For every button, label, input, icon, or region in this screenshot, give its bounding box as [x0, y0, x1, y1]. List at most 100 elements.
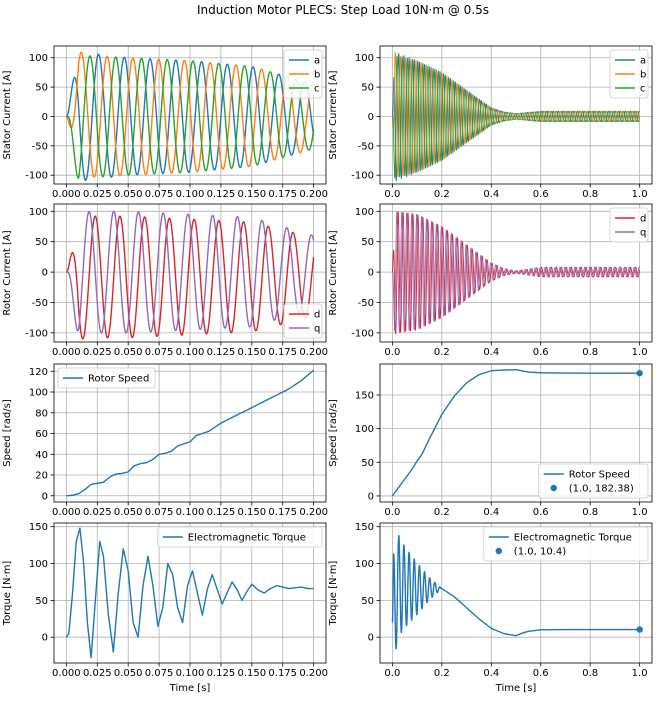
series-line-a: [391, 52, 641, 181]
y-tick-label: 80: [35, 408, 48, 419]
series-line-q: [392, 211, 641, 333]
axes-frame: [53, 522, 327, 664]
y-axis-label: Torque [N·m]: [2, 561, 13, 627]
series-group: [391, 211, 641, 335]
series-line-d: [65, 215, 315, 340]
x-tick-label: 0.100: [176, 189, 205, 200]
x-tick-label: 0.050: [114, 189, 143, 200]
y-axis-label: Stator Current [A]: [328, 70, 339, 159]
y-tick-label: -100: [25, 171, 48, 182]
x-tick-label: 0.6: [533, 347, 549, 358]
y-tick-label: -50: [32, 141, 48, 152]
y-tick-label: 100: [355, 207, 374, 218]
series-line-c: [392, 55, 641, 179]
legend-marker: [550, 484, 557, 492]
legend: Rotor Speed (1.0, 182.38): [538, 463, 649, 499]
subplot-p6: 0.000 0.025 0.050 0.075 0.100 0.125 0.150 0.175…: [2, 522, 328, 694]
x-tick-label: 0.050: [114, 668, 143, 679]
series-line-electromagnetic-torque: [65, 527, 314, 659]
y-tick-label: 20: [35, 471, 48, 482]
series-group: [65, 527, 314, 659]
legend-label: q: [314, 324, 320, 335]
y-tick-label: 150: [29, 522, 48, 533]
x-tick-label: 0.200: [299, 347, 328, 358]
legend: dq: [283, 303, 323, 339]
legend-box: [609, 207, 649, 243]
series-line-c: [65, 55, 315, 179]
x-tick-label: 0.000: [52, 668, 81, 679]
x-tick-label: 0.175: [268, 189, 297, 200]
x-tick-label: 0.2: [434, 189, 450, 200]
x-tick-label: 0.050: [114, 347, 143, 358]
legend-label: a: [314, 56, 320, 67]
subplot-p1: 0.0 0.2 0.4 0.6 0.8 1.0 -100 -50 0 50 100 Stator Cu…: [328, 45, 653, 200]
subplot-p5: 0.0 0.2 0.4 0.6 0.8 1.0 0 50 100 150 Speed [rad/s]…: [328, 363, 653, 518]
x-tick-label: 0.050: [114, 507, 143, 518]
legend-label: d: [640, 214, 646, 225]
series-group: [65, 51, 315, 181]
legend-box: [157, 526, 323, 548]
x-tick-label: 0.2: [434, 347, 450, 358]
x-tick-label: 0.125: [207, 507, 236, 518]
series-group: [391, 369, 640, 497]
series-line-electromagnetic-torque: [391, 534, 640, 650]
legend-label: b: [314, 70, 320, 81]
x-tick-label: 0.8: [582, 507, 598, 518]
y-tick-label: 100: [355, 53, 374, 64]
y-tick-label: 0: [42, 491, 48, 502]
legend-label: a: [640, 56, 646, 67]
data-point-marker: [636, 369, 643, 377]
x-tick-label: 0.025: [83, 507, 112, 518]
y-tick-label: 100: [29, 559, 48, 570]
x-tick-label: 0.100: [176, 347, 205, 358]
subplots: 0.000 0.025 0.050 0.075 0.100 0.125 0.150 0.175…: [2, 45, 653, 694]
series-line-a: [65, 53, 315, 181]
y-tick-label: -50: [32, 298, 48, 309]
x-tick-label: 0.8: [582, 668, 598, 679]
y-tick-label: -50: [358, 141, 374, 152]
y-tick-label: 0: [42, 633, 48, 644]
x-tick-label: 0.000: [52, 189, 81, 200]
legend-label: d: [314, 310, 320, 321]
axes-frame: [379, 363, 653, 503]
x-tick-label: 0.4: [483, 668, 499, 679]
series-group: [65, 210, 315, 340]
y-tick-label: 100: [355, 559, 374, 570]
legend: Electromagnetic Torque (1.0, 10.4): [483, 526, 649, 562]
y-tick-label: 150: [355, 522, 374, 533]
x-tick-label: 0.000: [52, 507, 81, 518]
y-tick-label: 100: [355, 424, 374, 435]
y-tick-label: 0: [368, 268, 374, 279]
legend-label: Rotor Speed: [88, 374, 149, 385]
x-axis-label: Time [s]: [495, 683, 537, 694]
y-tick-label: 50: [35, 83, 48, 94]
y-tick-label: 0: [368, 112, 374, 123]
x-tick-label: 0.125: [207, 668, 236, 679]
y-tick-label: 120: [29, 367, 48, 378]
x-tick-label: 0.6: [533, 189, 549, 200]
y-axis-label: Torque [N·m]: [328, 561, 339, 627]
x-tick-label: 0.2: [434, 668, 450, 679]
legend-label: c: [640, 84, 646, 95]
x-tick-label: 0.175: [268, 668, 297, 679]
legend-box: [538, 463, 649, 499]
legend-box: [57, 367, 156, 389]
x-axis-label: Time [s]: [169, 683, 211, 694]
y-tick-label: -100: [351, 328, 374, 339]
axes-frame: [379, 522, 653, 664]
x-tick-label: 0.125: [207, 347, 236, 358]
axes-frame: [53, 363, 327, 503]
series-line-b: [391, 51, 641, 178]
legend-marker: [495, 547, 502, 555]
y-tick-label: 50: [361, 237, 374, 248]
y-tick-label: 60: [35, 429, 48, 440]
x-tick-label: 0.000: [52, 347, 81, 358]
figure-title: Induction Motor PLECS: Step Load 10N·m @…: [197, 3, 489, 17]
legend: dq: [609, 207, 649, 243]
x-tick-label: 0.0: [384, 668, 400, 679]
series-line-rotor-speed: [391, 369, 640, 497]
subplot-p7: 0.0 0.2 0.4 0.6 0.8 1.0 0 50 100 150 Torque [N·m] T…: [328, 522, 653, 694]
y-tick-label: 50: [361, 83, 374, 94]
x-tick-label: 0.4: [483, 507, 499, 518]
